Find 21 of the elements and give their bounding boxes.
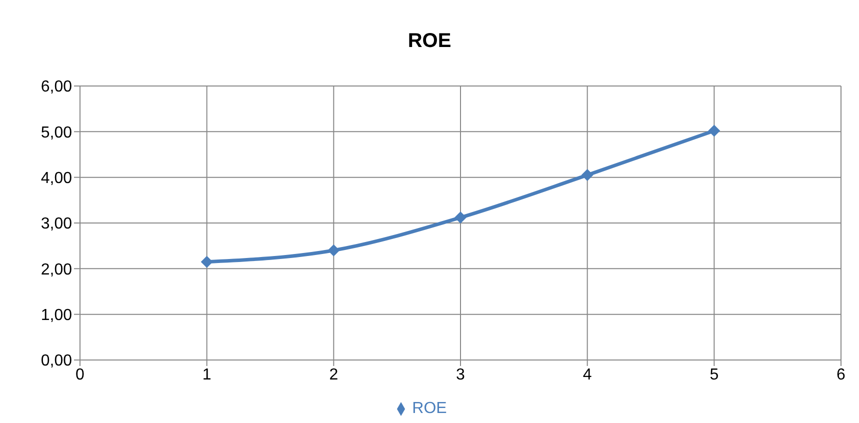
point bbox=[708, 124, 720, 137]
point bbox=[328, 244, 340, 256]
y-tick-label: 5,00 bbox=[40, 124, 72, 142]
x-tick-label: 2 bbox=[329, 366, 338, 384]
x-tick-label: 6 bbox=[836, 366, 846, 384]
y-tick-label: 0,00 bbox=[40, 352, 72, 370]
y-tick-label: 6,00 bbox=[40, 78, 72, 96]
x-tick-label: 1 bbox=[202, 366, 212, 384]
point bbox=[200, 256, 213, 268]
point bbox=[454, 212, 466, 224]
legend-label: ROE bbox=[412, 400, 447, 417]
y-tick-label: 2,00 bbox=[40, 261, 72, 278]
y-tick-label: 1,00 bbox=[40, 307, 72, 324]
x-tick-label: 3 bbox=[456, 366, 466, 384]
point bbox=[581, 169, 594, 182]
chart-title: ROE bbox=[406, 30, 452, 53]
y-tick-label: 3,00 bbox=[40, 216, 72, 233]
y-tick-label: 4,00 bbox=[40, 170, 72, 188]
x-tick-label: 5 bbox=[710, 366, 719, 384]
x-tick-label: 0 bbox=[76, 366, 85, 384]
x-tick-label: 4 bbox=[582, 366, 592, 384]
